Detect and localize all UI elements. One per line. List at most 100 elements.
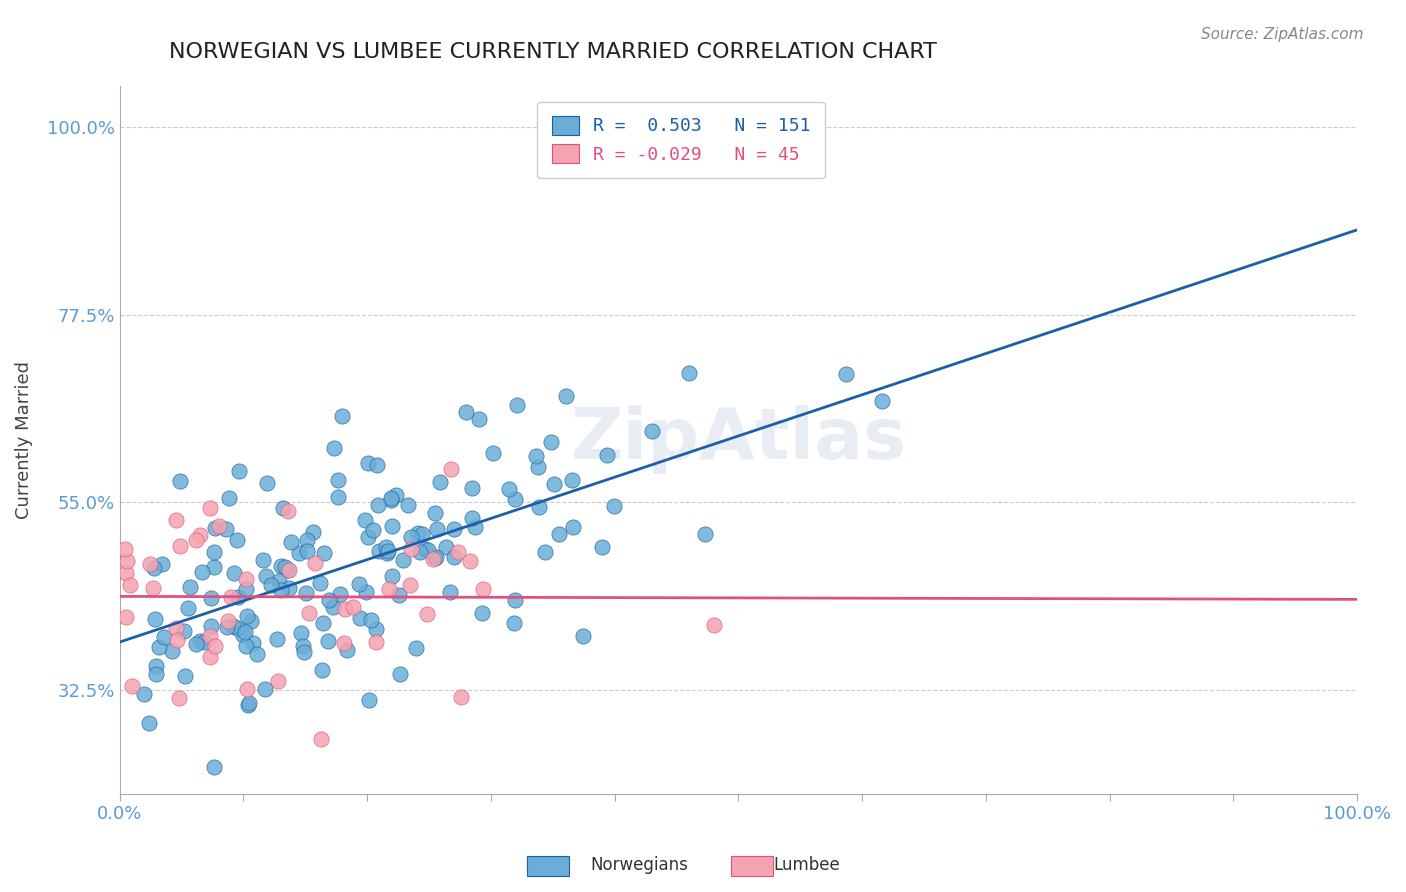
Norwegians (335, 643, 357, 657)
Norwegians (591, 541, 613, 555)
Lumbee (235, 573, 257, 587)
Norwegians (235, 582, 257, 596)
Norwegians (218, 491, 240, 506)
Norwegians (143, 560, 166, 574)
Norwegians (641, 424, 664, 438)
Lumbee (277, 504, 299, 518)
Norwegians (367, 498, 389, 512)
Lumbee (399, 578, 422, 592)
Norwegians (204, 520, 226, 534)
Norwegians (260, 578, 283, 592)
Norwegians (366, 622, 388, 636)
Norwegians (503, 615, 526, 630)
Norwegians (423, 506, 446, 520)
Norwegians (242, 636, 264, 650)
Norwegians (256, 476, 278, 491)
Norwegians (388, 588, 411, 602)
Norwegians (572, 629, 595, 643)
Norwegians (240, 614, 263, 628)
Norwegians (202, 759, 225, 773)
Norwegians (184, 637, 207, 651)
Norwegians (238, 696, 260, 710)
Norwegians (548, 527, 571, 541)
Norwegians (138, 715, 160, 730)
Norwegians (678, 366, 700, 380)
Norwegians (290, 626, 312, 640)
Lumbee (333, 635, 356, 649)
Norwegians (318, 593, 340, 607)
Norwegians (695, 526, 717, 541)
Lumbee (200, 628, 222, 642)
Norwegians (425, 549, 447, 564)
Norwegians (870, 394, 893, 409)
Lumbee (139, 557, 162, 571)
Lumbee (304, 556, 326, 570)
Norwegians (162, 643, 184, 657)
Norwegians (416, 543, 439, 558)
Norwegians (322, 600, 344, 615)
Norwegians (357, 530, 380, 544)
Norwegians (374, 540, 396, 554)
Lumbee (235, 681, 257, 696)
Norwegians (266, 632, 288, 647)
Norwegians (468, 411, 491, 425)
Norwegians (228, 463, 250, 477)
Norwegians (603, 500, 626, 514)
Norwegians (434, 541, 457, 555)
Norwegians (357, 456, 380, 470)
Norwegians (188, 633, 211, 648)
Norwegians (330, 409, 353, 423)
Norwegians (270, 582, 292, 597)
Norwegians (498, 482, 520, 496)
Norwegians (366, 458, 388, 473)
Norwegians (200, 591, 222, 606)
Norwegians (202, 544, 225, 558)
Norwegians (555, 389, 578, 403)
Norwegians (311, 663, 333, 677)
Norwegians (381, 569, 404, 583)
Norwegians (295, 544, 318, 558)
Lumbee (115, 610, 138, 624)
Norwegians (381, 519, 404, 533)
Norwegians (232, 628, 254, 642)
Norwegians (215, 620, 238, 634)
Lumbee (169, 539, 191, 553)
Lumbee (309, 731, 332, 746)
Norwegians (527, 460, 550, 475)
Lumbee (703, 618, 725, 632)
Norwegians (399, 530, 422, 544)
Norwegians (367, 544, 389, 558)
Norwegians (413, 541, 436, 556)
Lumbee (416, 607, 439, 622)
Norwegians (405, 641, 427, 656)
Text: ZipAtlas: ZipAtlas (571, 405, 907, 475)
Lumbee (378, 582, 401, 597)
Norwegians (464, 520, 486, 534)
Norwegians (253, 681, 276, 696)
Lumbee (277, 563, 299, 577)
Lumbee (198, 649, 221, 664)
Norwegians (423, 550, 446, 565)
Norwegians (246, 647, 269, 661)
Norwegians (273, 560, 295, 574)
Norwegians (252, 553, 274, 567)
Norwegians (236, 608, 259, 623)
Legend: R =  0.503   N = 151, R = -0.029   N = 45: R = 0.503 N = 151, R = -0.029 N = 45 (537, 102, 825, 178)
Lumbee (120, 578, 142, 592)
Lumbee (217, 614, 239, 628)
Text: Source: ZipAtlas.com: Source: ZipAtlas.com (1201, 27, 1364, 42)
Lumbee (166, 632, 188, 647)
Norwegians (314, 545, 336, 559)
Lumbee (333, 601, 356, 615)
Lumbee (115, 554, 138, 568)
Norwegians (150, 557, 173, 571)
Norwegians (295, 533, 318, 548)
Norwegians (145, 612, 167, 626)
Lumbee (208, 519, 231, 533)
Norwegians (169, 475, 191, 489)
Norwegians (271, 501, 294, 516)
Norwegians (177, 601, 200, 615)
Lumbee (114, 542, 136, 557)
Lumbee (121, 679, 143, 693)
Norwegians (302, 525, 325, 540)
